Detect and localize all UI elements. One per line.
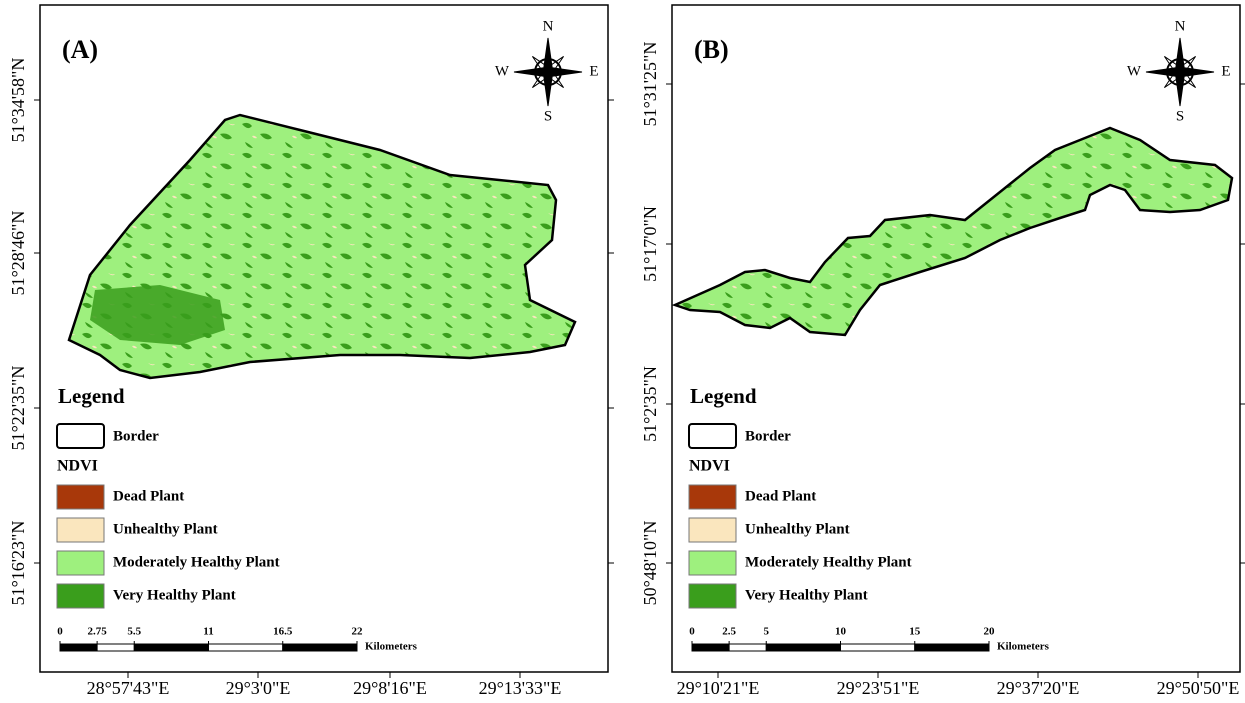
compass-letter: W	[495, 63, 510, 79]
lon-label: 29°3'0"E	[226, 678, 291, 698]
scale-segment	[840, 643, 916, 652]
scale-label: 16.5	[273, 626, 293, 638]
lat-label: 50°48'10"N	[640, 521, 660, 606]
legend-swatch	[56, 550, 105, 576]
legend-swatch	[688, 484, 737, 510]
scale-label: 2.5	[722, 626, 736, 638]
compass-star	[513, 37, 583, 107]
legend-swatch	[688, 550, 737, 576]
lon-label: 29°50'50"E	[1157, 678, 1240, 698]
legend-swatch	[688, 517, 737, 543]
frame	[671, 4, 1241, 673]
lon-label: 28°57'43"E	[87, 678, 170, 698]
compass-ring	[534, 58, 562, 86]
scale-segment	[133, 643, 209, 652]
legend-text: Moderately Healthy Plant	[113, 554, 280, 570]
legend-text: Border	[745, 428, 791, 444]
lat-label: 51°34'58"N	[8, 58, 28, 143]
frame	[39, 4, 609, 673]
scale-label: 15	[909, 626, 921, 638]
lon-label: 29°23'51"E	[837, 678, 920, 698]
legend-text: Very Healthy Plant	[745, 587, 868, 603]
legend-text: Unhealthy Plant	[745, 521, 850, 537]
legend-swatch	[56, 517, 105, 543]
compass-star	[1145, 37, 1215, 107]
legend-text: Very Healthy Plant	[113, 587, 236, 603]
lat-label: 51°17'0"N	[640, 206, 660, 282]
legend-swatch	[56, 583, 105, 609]
compass-letter: S	[1176, 108, 1184, 124]
legend-swatch	[56, 484, 105, 510]
lat-label: 51°28'46"N	[8, 211, 28, 296]
legend-swatch	[688, 583, 737, 609]
scale-label: 5	[764, 626, 770, 638]
legend-title: Legend	[690, 384, 757, 408]
legend-border-swatch	[688, 423, 737, 449]
lat-label: 51°16'23"N	[8, 521, 28, 606]
legend-text: Border	[113, 428, 159, 444]
area-outline	[671, 126, 1234, 337]
legend-text: Dead Plant	[745, 488, 816, 504]
scale-segment	[765, 643, 841, 652]
scale-segment	[208, 643, 284, 652]
scale-label: 11	[203, 626, 213, 638]
compass-letter: N	[1175, 18, 1186, 34]
compass-letter: W	[1127, 63, 1142, 79]
legend-title: Legend	[58, 384, 125, 408]
scale-segment	[96, 643, 135, 652]
scale-unit: Kilometers	[997, 641, 1050, 653]
compass-letter: E	[589, 63, 598, 79]
legend-text: Unhealthy Plant	[113, 521, 218, 537]
lon-label: 29°8'16"E	[353, 678, 427, 698]
lon-label: 29°37'20"E	[997, 678, 1080, 698]
scale-segment	[728, 643, 767, 652]
panel-label: (A)	[62, 35, 98, 64]
legend-text: Dead Plant	[113, 488, 184, 504]
scale-unit: Kilometers	[365, 641, 418, 653]
compass-letter: S	[544, 108, 552, 124]
scale-segment	[282, 643, 358, 652]
lon-label: 29°10'21"E	[677, 678, 760, 698]
legend-group: NDVI	[689, 458, 730, 475]
lat-label: 51°31'25"N	[640, 42, 660, 127]
compass-letter: N	[543, 18, 554, 34]
panel-label: (B)	[694, 35, 729, 64]
scale-label: 0	[689, 626, 695, 638]
scale-label: 22	[352, 626, 364, 638]
scale-label: 20	[984, 626, 996, 638]
lat-label: 51°22'35"N	[8, 366, 28, 451]
dense-patch	[90, 285, 225, 345]
legend-text: Moderately Healthy Plant	[745, 554, 912, 570]
legend-group: NDVI	[57, 458, 98, 475]
scale-label: 2.75	[88, 626, 108, 638]
scale-label: 5.5	[127, 626, 141, 638]
lon-label: 29°13'33"E	[479, 678, 562, 698]
scale-segment	[691, 643, 730, 652]
scale-label: 10	[835, 626, 847, 638]
compass-letter: E	[1221, 63, 1230, 79]
scale-segment	[914, 643, 990, 652]
scale-segment	[59, 643, 98, 652]
lat-label: 51°2'35"N	[640, 366, 660, 442]
legend-border-swatch	[56, 423, 105, 449]
scale-label: 0	[57, 626, 63, 638]
compass-ring	[1166, 58, 1194, 86]
